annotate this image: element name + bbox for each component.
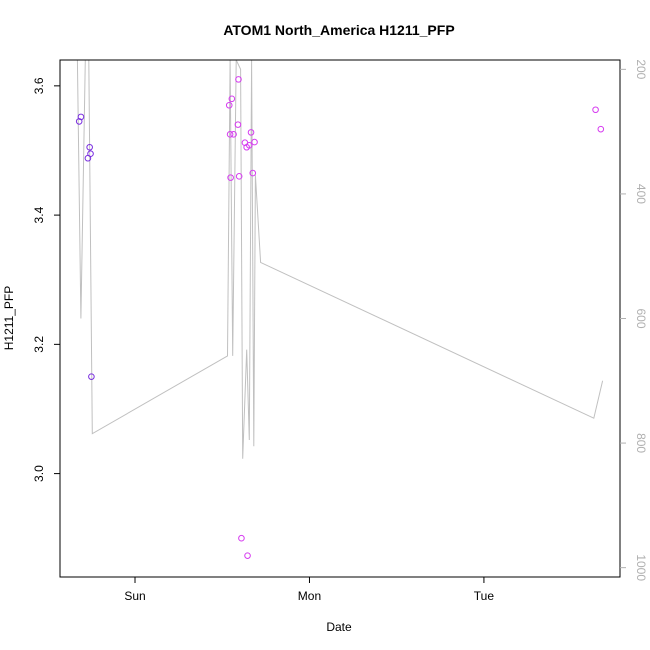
data-point: [235, 76, 242, 83]
right-tick-label: 400: [634, 184, 648, 204]
y-tick-label: 3.2: [32, 336, 46, 353]
chart-title: ATOM1 North_America H1211_PFP: [223, 22, 454, 38]
line-path: [76, 60, 604, 459]
y-tick-label: 3.4: [32, 206, 46, 223]
right-tick-label: 1000: [634, 554, 648, 581]
data-point: [238, 534, 245, 542]
plot-frame: [59, 59, 621, 578]
data-point: [228, 95, 236, 103]
data-point: [88, 373, 95, 380]
x-tick-label: Mon: [298, 589, 321, 603]
data-point: [230, 131, 237, 138]
right-tick-label: 200: [634, 59, 648, 79]
x-tick-label: Sun: [124, 589, 145, 603]
y-axis-label: H1211_PFP: [2, 286, 16, 350]
data-point: [245, 142, 253, 149]
data-point: [251, 138, 258, 146]
y-axis: 3.0 3.2 3.4 3.6: [32, 77, 60, 482]
data-point: [247, 129, 255, 136]
x-axis: Sun Mon Tue: [124, 577, 494, 603]
right-tick-label: 600: [634, 308, 648, 328]
data-point: [77, 113, 85, 121]
data-point: [249, 169, 257, 177]
data-point: [592, 106, 599, 114]
data-point: [234, 121, 242, 128]
data-point: [227, 174, 234, 181]
y-tick-label: 3.6: [32, 77, 46, 94]
x-tick-label: Tue: [474, 589, 495, 603]
point-series: [75, 76, 605, 559]
data-point: [235, 173, 243, 180]
data-point: [597, 125, 605, 133]
right-axis: 200 400 600 800 1000: [620, 59, 648, 581]
y-tick-label: 3.0: [32, 465, 46, 482]
right-tick-label: 800: [634, 433, 648, 453]
data-point: [86, 143, 93, 151]
data-point: [87, 150, 94, 158]
x-axis-label: Date: [326, 620, 352, 634]
data-point: [225, 101, 233, 109]
data-point: [244, 552, 251, 559]
data-point: [226, 131, 234, 138]
line-series: [76, 60, 604, 459]
